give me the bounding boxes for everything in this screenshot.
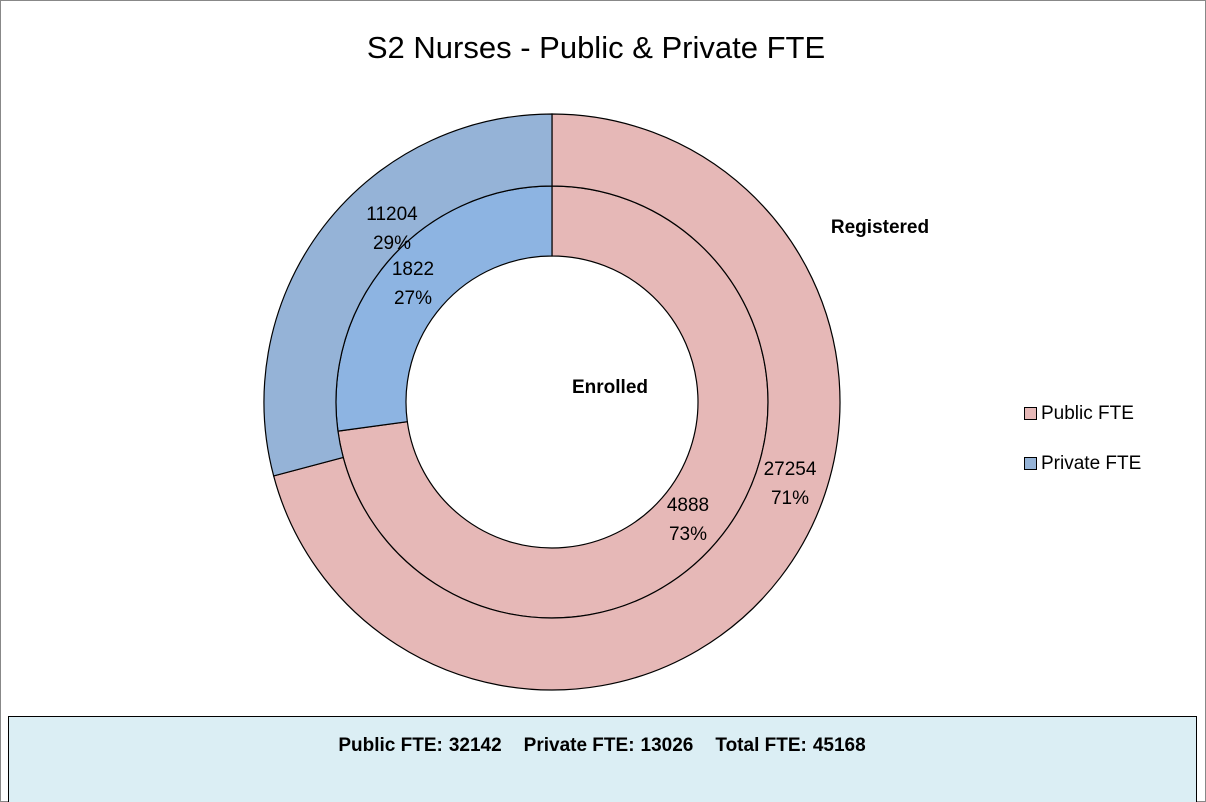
legend-label: Public FTE <box>1041 403 1134 424</box>
donut-segment <box>263 113 553 477</box>
footer-text: Public FTE: 32142 Private FTE: 13026 Total F… <box>338 735 865 756</box>
donut-segment <box>272 113 841 691</box>
ring-label: Enrolled <box>572 377 648 398</box>
footer-box <box>8 716 1197 802</box>
percent-label: 29% <box>373 233 411 254</box>
chart-title: S2 Nurses - Public & Private FTE <box>367 30 825 65</box>
data-label: 11204 <box>366 204 418 225</box>
percent-label: 71% <box>771 488 809 509</box>
ring-label: Registered <box>831 217 929 238</box>
footer-value: 32142 <box>449 735 502 756</box>
legend-swatch <box>1024 457 1037 470</box>
legend-swatch <box>1024 407 1037 420</box>
data-label: 27254 <box>764 459 817 480</box>
legend-label: Private FTE <box>1041 453 1141 474</box>
footer-label: Public FTE: <box>338 735 443 756</box>
footer-label: Private FTE: <box>524 735 635 756</box>
footer-label: Total FTE: <box>715 735 806 756</box>
percent-label: 73% <box>669 524 707 545</box>
footer-value: 13026 <box>641 735 694 756</box>
data-label: 1822 <box>392 259 434 280</box>
footer-value: 45168 <box>813 735 866 756</box>
data-label: 4888 <box>667 495 709 516</box>
percent-label: 27% <box>394 288 432 309</box>
